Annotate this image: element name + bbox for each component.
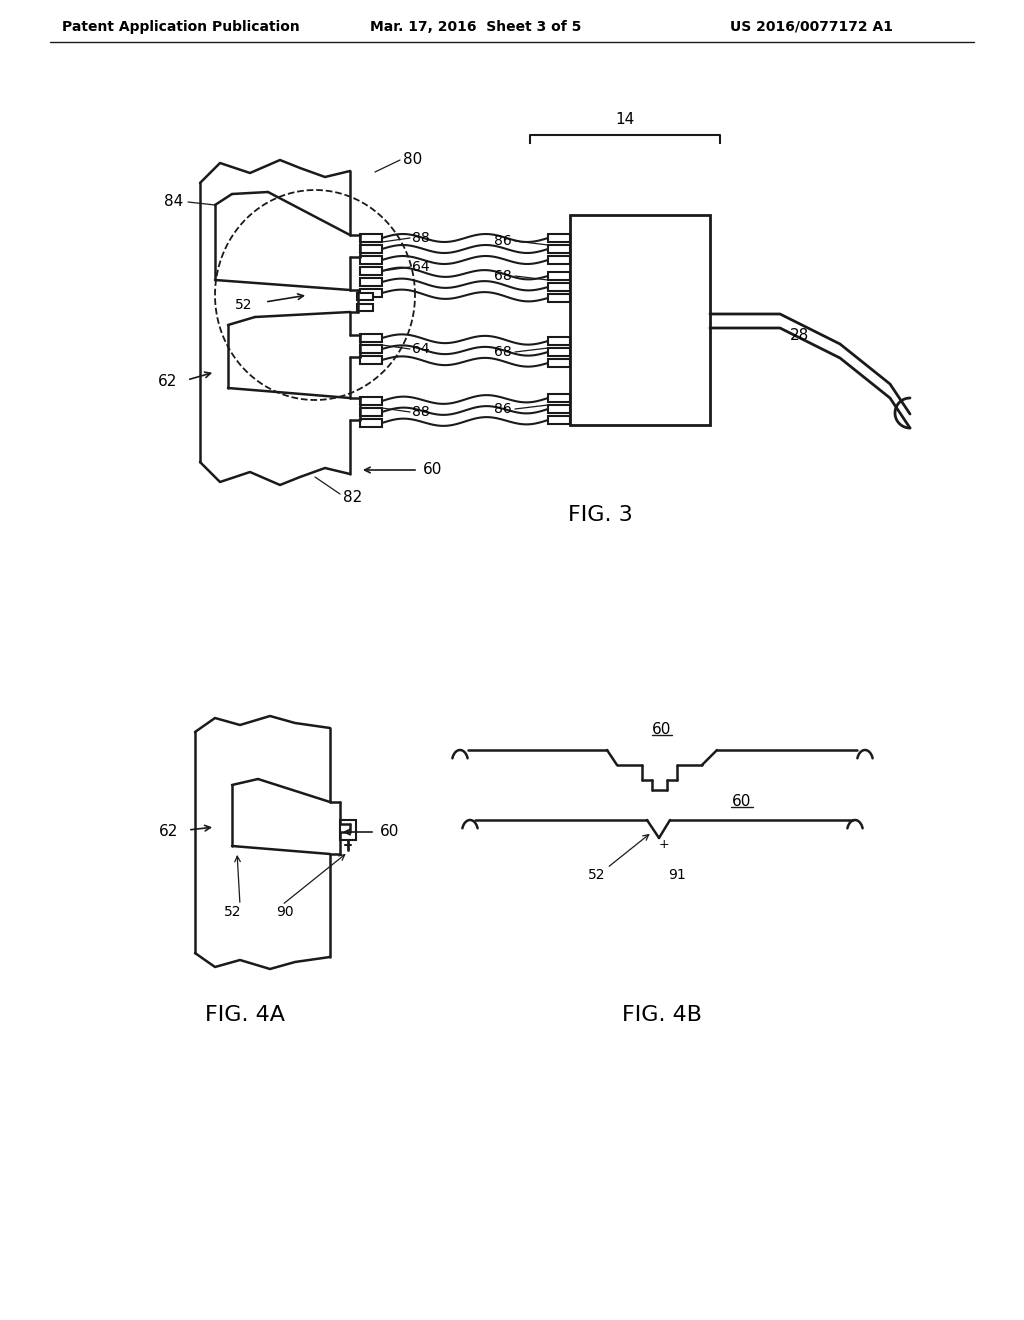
Text: 52: 52	[588, 869, 606, 882]
Bar	[360, 267, 382, 275]
Bar	[360, 408, 382, 416]
Bar	[548, 294, 570, 302]
Text: 90: 90	[276, 906, 294, 919]
Bar	[360, 345, 382, 352]
Text: 60: 60	[380, 825, 399, 840]
Bar	[360, 289, 382, 297]
Text: FIG. 3: FIG. 3	[567, 506, 633, 525]
Bar	[357, 293, 373, 300]
Text: 86: 86	[495, 234, 512, 248]
Text: +: +	[658, 838, 670, 851]
Text: US 2016/0077172 A1: US 2016/0077172 A1	[730, 20, 893, 34]
Text: 86: 86	[495, 403, 512, 416]
Bar	[548, 393, 570, 403]
Bar	[340, 820, 356, 840]
Text: 28: 28	[790, 327, 809, 342]
Text: 60: 60	[423, 462, 442, 478]
Bar	[548, 405, 570, 413]
Text: Mar. 17, 2016  Sheet 3 of 5: Mar. 17, 2016 Sheet 3 of 5	[370, 20, 582, 34]
Text: 52: 52	[234, 298, 252, 312]
Text: 82: 82	[343, 490, 362, 504]
Bar	[548, 337, 570, 345]
Bar	[548, 416, 570, 424]
Bar	[548, 282, 570, 290]
Bar	[548, 246, 570, 253]
Text: 52: 52	[224, 906, 242, 919]
Text: 62: 62	[158, 375, 177, 389]
Bar	[360, 397, 382, 405]
Text: 80: 80	[403, 153, 422, 168]
Bar	[357, 304, 373, 312]
Text: 88: 88	[412, 405, 430, 418]
Bar	[360, 279, 382, 286]
Bar	[548, 234, 570, 242]
Bar	[548, 348, 570, 356]
Bar	[360, 418, 382, 426]
Text: 62: 62	[159, 824, 178, 838]
Bar	[360, 256, 382, 264]
Text: 60: 60	[652, 722, 672, 738]
Bar	[548, 256, 570, 264]
Text: FIG. 4A: FIG. 4A	[205, 1005, 285, 1026]
Text: 14: 14	[615, 112, 635, 128]
Bar	[570, 215, 710, 425]
Text: Patent Application Publication: Patent Application Publication	[62, 20, 300, 34]
Bar	[548, 272, 570, 280]
Bar	[548, 359, 570, 367]
Bar	[360, 234, 382, 242]
Text: 88: 88	[412, 231, 430, 246]
Text: 84: 84	[164, 194, 183, 210]
Text: 68: 68	[495, 345, 512, 359]
Text: 64: 64	[412, 342, 430, 356]
Bar	[360, 356, 382, 364]
Text: 91: 91	[668, 869, 686, 882]
Text: 64: 64	[412, 260, 430, 275]
Text: 68: 68	[495, 269, 512, 282]
Bar	[360, 334, 382, 342]
Text: 60: 60	[732, 795, 752, 809]
Text: FIG. 4B: FIG. 4B	[622, 1005, 702, 1026]
Bar	[360, 246, 382, 253]
